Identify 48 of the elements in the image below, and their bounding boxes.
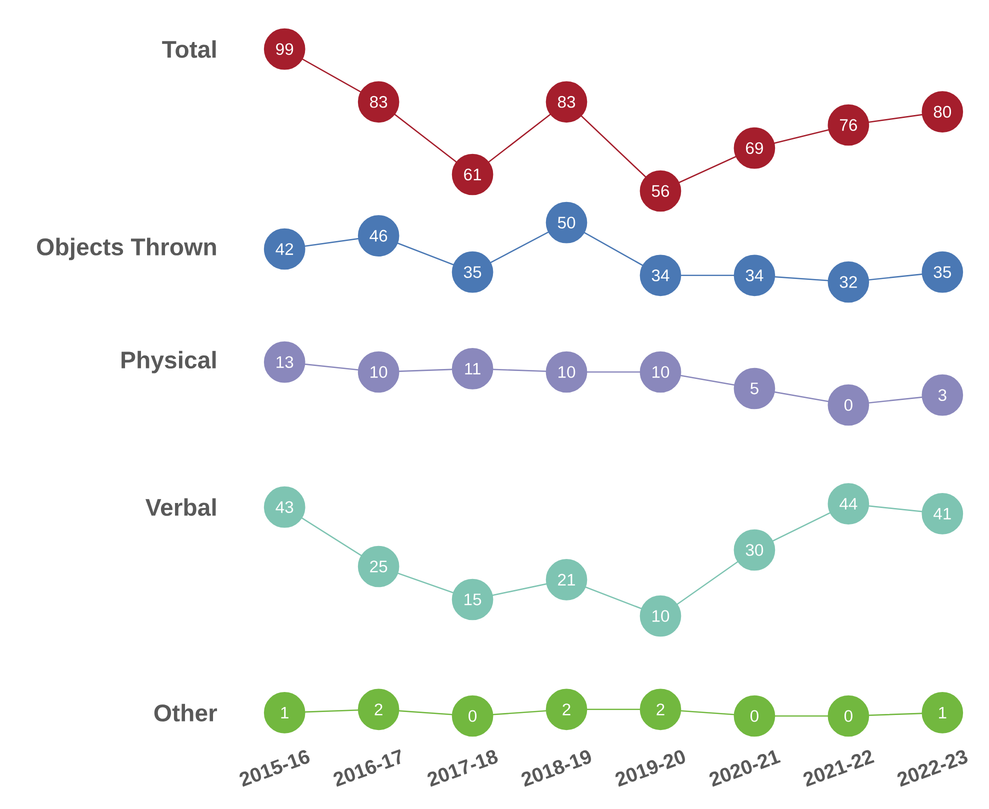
data-label: 0 [750, 710, 758, 722]
point [922, 374, 964, 416]
data-label: 3 [938, 389, 946, 401]
y-axis-title: Total [162, 40, 216, 58]
data-label: 13 [276, 356, 294, 368]
data-label: 1 [281, 706, 288, 718]
point [828, 384, 870, 426]
data-label: 35 [934, 266, 951, 278]
data-label: 35 [464, 266, 482, 278]
data-label: 83 [558, 96, 576, 108]
data-label: 2 [374, 704, 382, 716]
data-label: 56 [652, 185, 670, 197]
y-axis-title: Other [154, 704, 218, 722]
y-axis-title: Verbal [145, 498, 216, 516]
data-label: 43 [276, 501, 294, 513]
data-label: 76 [840, 119, 857, 131]
data-label: 2 [562, 704, 570, 716]
data-label: 46 [370, 230, 388, 242]
data-label: 99 [276, 43, 294, 55]
data-label: 80 [934, 106, 952, 118]
data-label: 0 [468, 710, 477, 722]
data-label: 25 [370, 560, 388, 572]
data-label: 5 [750, 382, 758, 394]
data-label: 1 [939, 706, 946, 718]
data-label: 21 [558, 574, 575, 586]
data-label: 42 [276, 243, 294, 255]
data-label: 50 [558, 216, 576, 228]
data-label: 2 [656, 704, 664, 716]
data-label: 32 [840, 276, 857, 288]
data-label: 41 [934, 508, 951, 520]
data-label: 11 [465, 362, 480, 374]
data-label: 10 [652, 366, 670, 378]
data-label: 69 [746, 142, 763, 154]
data-label: 34 [746, 270, 764, 282]
data-label: 15 [464, 594, 482, 606]
point [734, 368, 776, 410]
data-label: 0 [844, 710, 852, 722]
data-label: 34 [652, 270, 670, 282]
data-label: 10 [370, 366, 388, 378]
data-label: 61 [464, 168, 481, 180]
y-axis-title: Objects Thrown [37, 238, 216, 260]
data-label: 10 [652, 610, 670, 622]
data-label: 30 [746, 544, 764, 556]
y-axis-title: Physical [122, 350, 216, 374]
data-label: 10 [558, 366, 576, 378]
data-label: 0 [844, 399, 852, 411]
data-label: 44 [840, 498, 858, 510]
data-label: 83 [370, 96, 388, 108]
